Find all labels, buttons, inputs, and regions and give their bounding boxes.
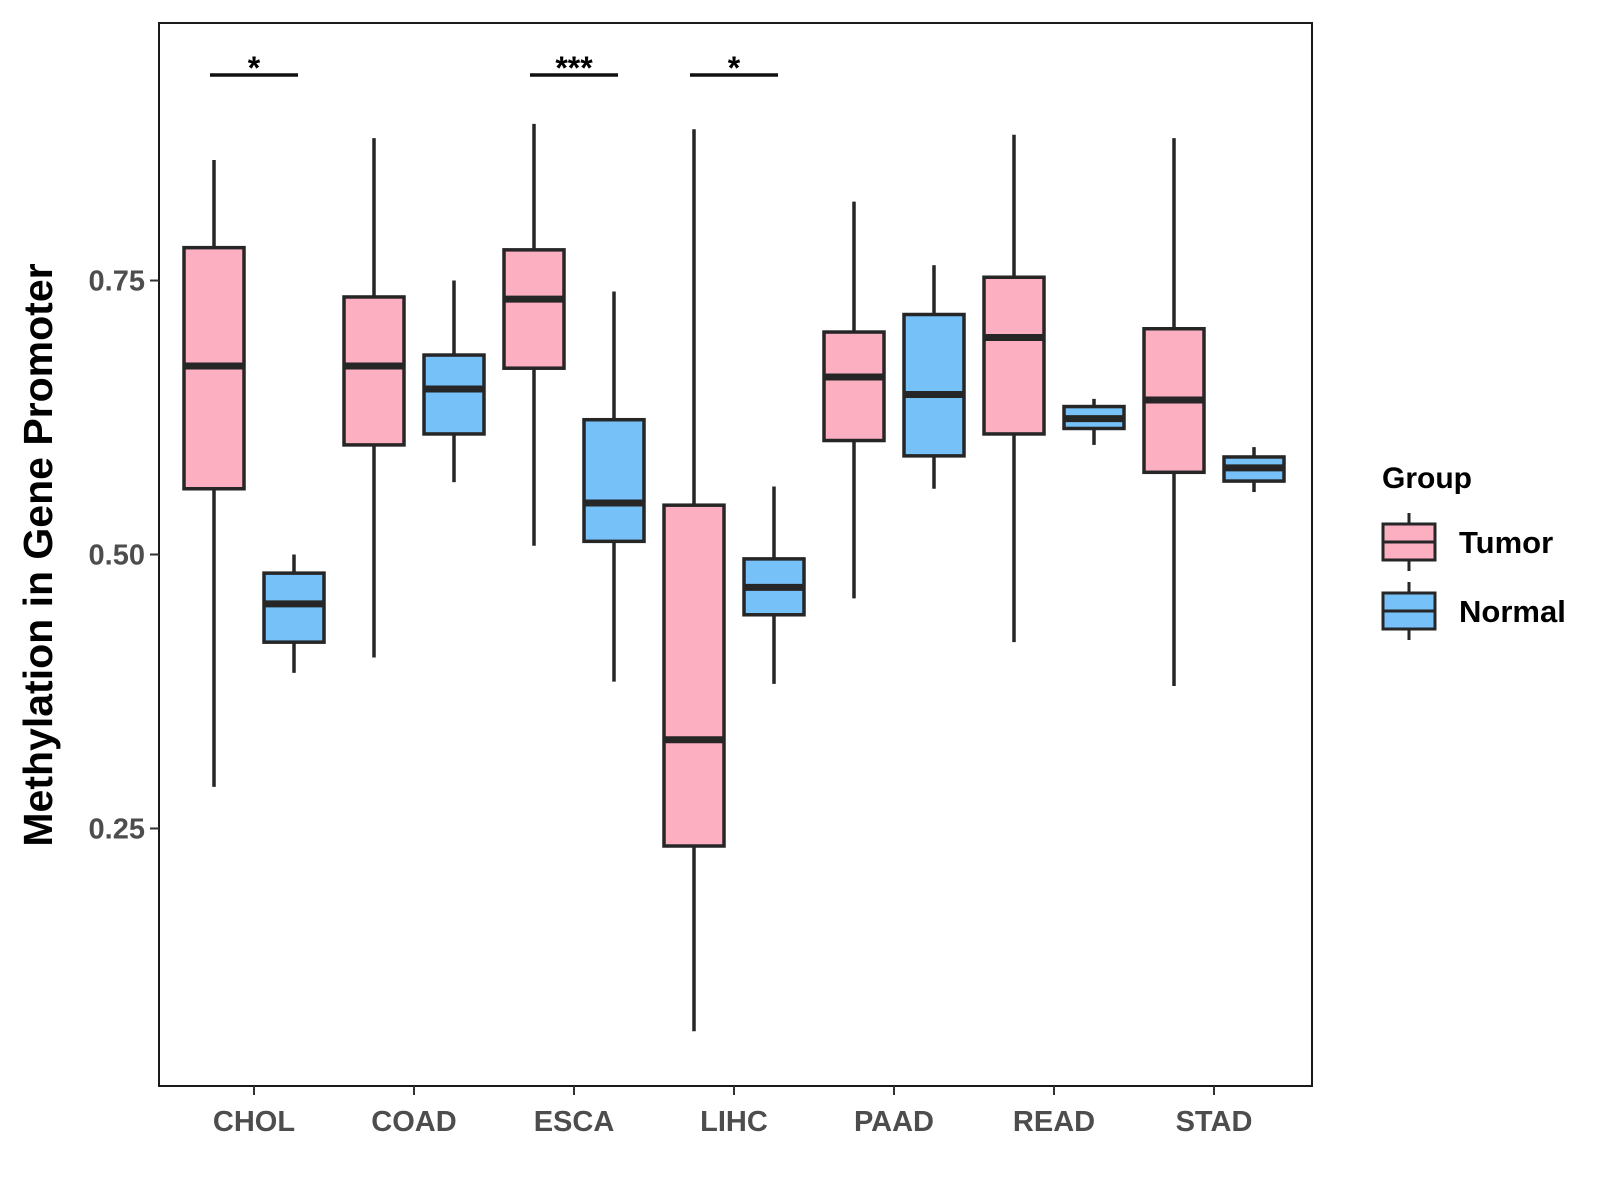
box-iqr: [902, 312, 966, 458]
legend-item-normal: Normal: [1381, 582, 1566, 640]
significance-label: ***: [555, 50, 593, 86]
box-tumor-chol: [182, 159, 246, 787]
y-tick-label: 0.50: [89, 540, 145, 572]
box-tumor-coad: [342, 138, 406, 658]
box-iqr: [502, 248, 566, 370]
box-iqr: [982, 275, 1046, 436]
legend-item-tumor: Tumor: [1381, 513, 1553, 571]
box-iqr: [342, 295, 406, 447]
x-tick-label: STAD: [1176, 1106, 1253, 1138]
box-iqr: [662, 503, 726, 848]
box-iqr: [422, 353, 486, 436]
box-normal-coad: [422, 280, 486, 483]
y-tick-label: 0.75: [89, 266, 145, 298]
box-iqr: [582, 417, 646, 544]
y-axis-title: Methylation in Gene Promoter: [15, 263, 61, 846]
box-normal-chol: [262, 554, 326, 673]
box-normal-stad: [1222, 447, 1286, 493]
box-normal-esca: [582, 291, 646, 682]
x-tick-label: READ: [1013, 1106, 1095, 1138]
legend-label: Normal: [1459, 594, 1566, 629]
x-tick-label: LIHC: [700, 1106, 768, 1138]
x-tick-label: COAD: [371, 1106, 456, 1138]
x-tick-label: ESCA: [534, 1106, 615, 1138]
significance-label: *: [728, 50, 741, 86]
legend: Group Tumor Normal: [1381, 462, 1566, 640]
box-iqr: [262, 571, 326, 644]
plot-area: 0.25 0.50 0.75 CHOL COAD ESCA LIHC PAAD READ STAD…: [89, 22, 1313, 1138]
box-iqr: [822, 330, 886, 443]
box-normal-paad: [902, 265, 966, 489]
significance-label: *: [248, 50, 261, 86]
box-tumor-paad: [822, 201, 886, 599]
box-normal-read: [1062, 398, 1126, 445]
y-tick-label: 0.25: [89, 813, 145, 845]
legend-label: Tumor: [1459, 525, 1553, 560]
box-tumor-read: [982, 134, 1046, 643]
box-tumor-lihc: [662, 129, 726, 1032]
legend-title: Group: [1382, 462, 1472, 495]
box-normal-lihc: [742, 486, 806, 684]
box-tumor-esca: [502, 123, 566, 546]
x-tick-label: PAAD: [854, 1106, 934, 1138]
x-tick-label: CHOL: [213, 1106, 295, 1138]
box-tumor-stad: [1142, 138, 1206, 687]
